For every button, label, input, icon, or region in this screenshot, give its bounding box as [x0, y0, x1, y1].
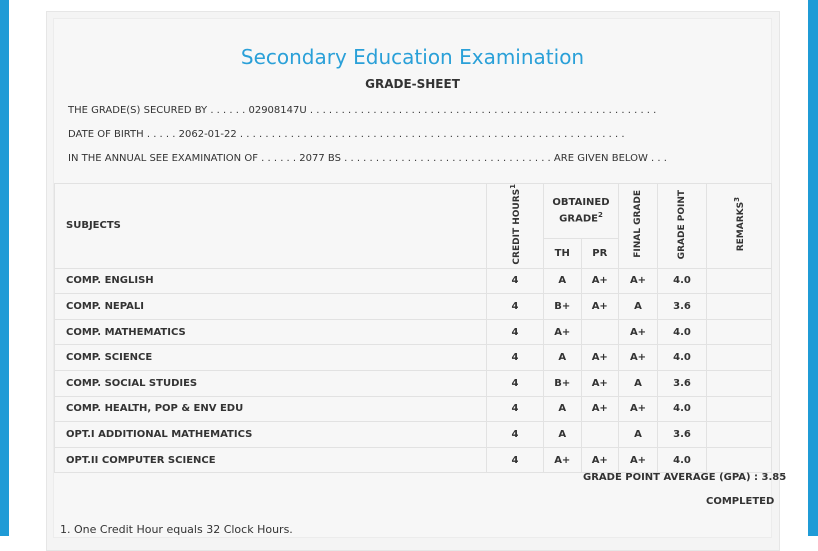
- symbol-number-line: THE GRADE(S) SECURED BY . . . . . . 0290…: [68, 105, 657, 116]
- grade-row: OPT.I ADDITIONAL MATHEMATICS 4 A A 3.6: [54, 421, 772, 448]
- practical-grade-cell: [580, 318, 619, 346]
- theory-grade-cell: B+: [543, 293, 582, 320]
- theory-grade-cell: B+: [543, 369, 582, 397]
- grade-row: COMP. MATHEMATICS 4 A+ A+ 4.0: [54, 318, 772, 346]
- grade-point-cell: 3.6: [657, 369, 707, 397]
- remarks-cell: [706, 344, 772, 371]
- credit-hours-cell: 4: [486, 395, 544, 423]
- grade-point-cell: 3.6: [657, 293, 707, 320]
- practical-grade-cell: A+: [580, 267, 619, 295]
- final-grade-cell: A+: [618, 267, 658, 295]
- grade-point-cell: 3.6: [657, 421, 707, 448]
- gpa-summary: GRADE POINT AVERAGE (GPA) : 3.85: [583, 472, 787, 483]
- subject-cell: COMP. MATHEMATICS: [54, 318, 487, 346]
- final-grade-cell: A: [618, 369, 658, 397]
- grade-point-cell: 4.0: [657, 344, 707, 371]
- practical-grade-cell: A+: [580, 369, 619, 397]
- subject-cell: COMP. SOCIAL STUDIES: [54, 369, 487, 397]
- practical-grade-cell: A+: [580, 293, 619, 320]
- subject-cell: OPT.II COMPUTER SCIENCE: [54, 446, 487, 474]
- theory-grade-cell: A+: [543, 318, 582, 346]
- final-grade-cell: A+: [618, 344, 658, 371]
- credit-hours-cell: 4: [486, 293, 544, 320]
- credit-hours-cell: 4: [486, 421, 544, 448]
- credit-hours-header: CREDIT HOURS1: [486, 183, 544, 269]
- left-frame-bar: [0, 0, 9, 536]
- practical-grade-cell: [580, 421, 619, 448]
- practical-grade-cell: A+: [580, 395, 619, 423]
- theory-grade-cell: A: [543, 421, 582, 448]
- exam-year-line: IN THE ANNUAL SEE EXAMINATION OF . . . .…: [68, 153, 667, 164]
- theory-grade-cell: A: [543, 395, 582, 423]
- credit-hours-cell: 4: [486, 318, 544, 346]
- practical-header: PR: [580, 237, 619, 269]
- final-grade-cell: A+: [618, 446, 658, 474]
- grade-row: OPT.II COMPUTER SCIENCE 4 A+ A+ A+ 4.0: [54, 446, 772, 474]
- grade-sheet-title: GRADE-SHEET: [365, 77, 460, 91]
- credit-hour-footnote: 1. One Credit Hour equals 32 Clock Hours…: [60, 523, 293, 536]
- grade-row: COMP. NEPALI 4 B+ A+ A 3.6: [54, 293, 772, 320]
- remarks-cell: [706, 395, 772, 423]
- subject-cell: COMP. NEPALI: [54, 293, 487, 320]
- grade-row: COMP. ENGLISH 4 A A+ A+ 4.0: [54, 267, 772, 295]
- grade-row: COMP. SOCIAL STUDIES 4 B+ A+ A 3.6: [54, 369, 772, 397]
- theory-grade-cell: A: [543, 344, 582, 371]
- theory-grade-cell: A: [543, 267, 582, 295]
- grade-point-cell: 4.0: [657, 267, 707, 295]
- theory-header: TH: [543, 237, 582, 269]
- credit-hours-cell: 4: [486, 344, 544, 371]
- subjects-header: SUBJECTS: [54, 183, 487, 269]
- remarks-header: REMARKS3: [706, 183, 772, 269]
- remarks-cell: [706, 267, 772, 295]
- theory-grade-cell: A+: [543, 446, 582, 474]
- exam-title: Secondary Education Examination: [240, 45, 585, 69]
- grade-table: SUBJECTS CREDIT HOURS1 OBTAINED GRADE2 F…: [54, 183, 772, 474]
- credit-hours-cell: 4: [486, 446, 544, 474]
- subject-cell: COMP. SCIENCE: [54, 344, 487, 371]
- final-grade-cell: A+: [618, 318, 658, 346]
- final-grade-header: FINAL GRADE: [618, 183, 658, 269]
- remarks-cell: [706, 369, 772, 397]
- date-of-birth-line: DATE OF BIRTH . . . . . 2062-01-22 . . .…: [68, 129, 625, 140]
- right-frame-bar: [808, 0, 818, 536]
- final-grade-cell: A+: [618, 395, 658, 423]
- final-grade-cell: A: [618, 293, 658, 320]
- grade-point-cell: 4.0: [657, 395, 707, 423]
- obtained-grade-header: OBTAINED GRADE2: [543, 183, 619, 239]
- credit-hours-cell: 4: [486, 267, 544, 295]
- remarks-cell: [706, 421, 772, 448]
- remarks-cell: [706, 293, 772, 320]
- remarks-cell: [706, 318, 772, 346]
- subject-cell: COMP. ENGLISH: [54, 267, 487, 295]
- grade-point-cell: 4.0: [657, 446, 707, 474]
- result-status: COMPLETED: [706, 496, 775, 507]
- grade-point-cell: 4.0: [657, 318, 707, 346]
- grade-row: COMP. HEALTH, POP & ENV EDU 4 A A+ A+ 4.0: [54, 395, 772, 423]
- grade-row: COMP. SCIENCE 4 A A+ A+ 4.0: [54, 344, 772, 371]
- remarks-cell: [706, 446, 772, 474]
- grade-point-header: GRADE POINT: [657, 183, 707, 269]
- practical-grade-cell: A+: [580, 344, 619, 371]
- subject-cell: OPT.I ADDITIONAL MATHEMATICS: [54, 421, 487, 448]
- credit-hours-cell: 4: [486, 369, 544, 397]
- final-grade-cell: A: [618, 421, 658, 448]
- practical-grade-cell: A+: [580, 446, 619, 474]
- subject-cell: COMP. HEALTH, POP & ENV EDU: [54, 395, 487, 423]
